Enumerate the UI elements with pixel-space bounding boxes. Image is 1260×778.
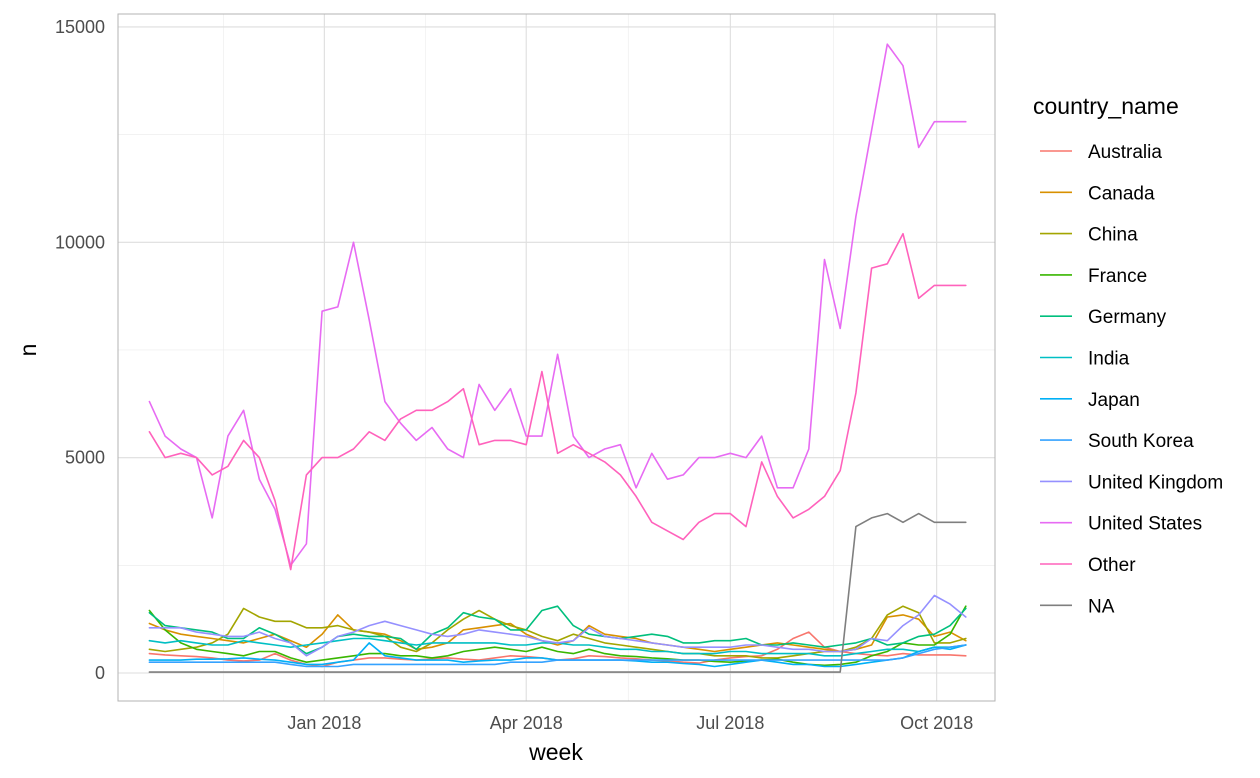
grid	[118, 14, 995, 701]
legend-label: China	[1088, 225, 1138, 246]
series-line-united-states	[148, 43, 967, 567]
y-tick-label: 0	[95, 663, 105, 683]
legend-item: United States	[1040, 514, 1202, 535]
legend-item: Germany	[1040, 307, 1167, 328]
legend-item: United Kingdom	[1040, 472, 1223, 493]
x-tick-label: Oct 2018	[900, 713, 973, 733]
series-line-canada	[148, 614, 967, 653]
legend-item: France	[1040, 266, 1147, 287]
y-tick-label: 5000	[65, 448, 105, 468]
legend-item: Australia	[1040, 142, 1162, 163]
tick-labels: 0 5000 10000 15000 Jan 2018 Apr 2018 Jul 2018 O…	[55, 17, 973, 733]
legend-title: country_name	[1033, 93, 1179, 119]
legend-label: India	[1088, 349, 1130, 370]
legend-label: NA	[1088, 596, 1115, 617]
series-line-france	[148, 605, 967, 667]
panel-border	[117, 13, 996, 702]
legend-item: China	[1040, 225, 1138, 246]
legend-label: Other	[1088, 555, 1136, 576]
legend-item: Japan	[1040, 390, 1140, 411]
legend-item: South Korea	[1040, 431, 1194, 452]
legend-item: NA	[1040, 596, 1115, 617]
series-line-germany	[148, 605, 967, 655]
legend-label: United States	[1088, 514, 1202, 535]
y-tick-label: 15000	[55, 17, 105, 37]
legend-label: United Kingdom	[1088, 472, 1223, 493]
x-tick-label: Jan 2018	[287, 713, 361, 733]
x-tick-label: Jul 2018	[696, 713, 764, 733]
series-line-na	[148, 512, 967, 673]
legend-label: South Korea	[1088, 431, 1194, 452]
x-axis-title: week	[528, 739, 583, 765]
legend: country_name Australia Canada China France G…	[1033, 93, 1223, 617]
legend-label: Japan	[1088, 390, 1140, 411]
legend-item: Canada	[1040, 183, 1155, 204]
legend-label: Canada	[1088, 183, 1155, 204]
y-tick-label: 10000	[55, 232, 105, 252]
series-line-south-korea	[148, 644, 967, 668]
series-lines	[148, 43, 967, 673]
legend-label: France	[1088, 266, 1147, 287]
x-tick-label: Apr 2018	[490, 713, 563, 733]
legend-item: Other	[1040, 555, 1136, 576]
legend-label: Australia	[1088, 142, 1162, 163]
y-axis-title: n	[15, 344, 41, 357]
series-line-united-kingdom	[148, 594, 967, 657]
legend-item: India	[1040, 349, 1130, 370]
legend-label: Germany	[1088, 307, 1167, 328]
series-line-other	[148, 232, 967, 571]
